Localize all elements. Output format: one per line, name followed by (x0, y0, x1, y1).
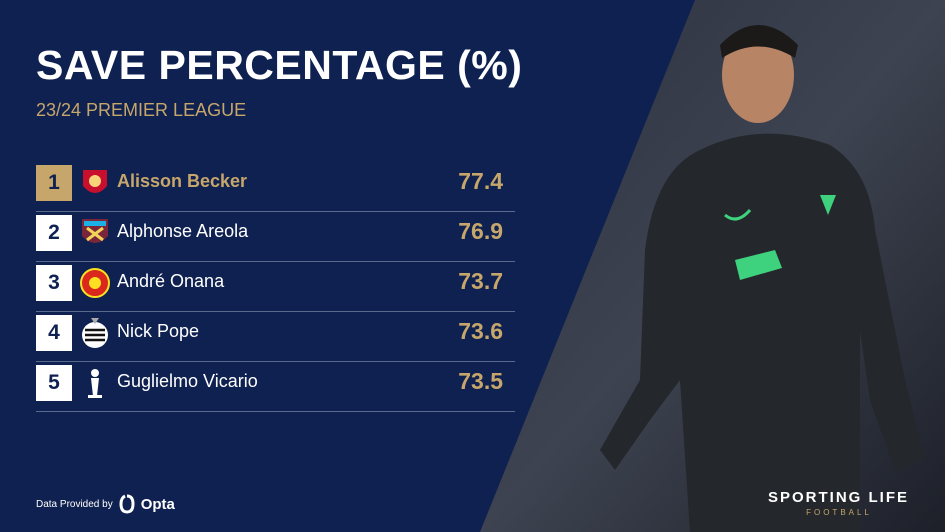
player-name: André Onana (117, 271, 225, 291)
player-name: Nick Pope (117, 321, 200, 341)
save-percentage: 73.5 (458, 368, 503, 394)
table-row: 4 Nick Pope 73.6 (36, 312, 515, 362)
provider: Opta (140, 495, 175, 513)
table-row: 3 André Onana 73.7 (36, 262, 515, 312)
data-credit: Data Provided by Opta (36, 494, 175, 514)
player-silhouette (600, 25, 925, 532)
save-percentage: 77.4 (458, 168, 503, 194)
rank: 5 (36, 365, 72, 401)
title: SAVE PERCENTAGE (%) (36, 42, 523, 88)
player-name: Alphonse Areola (117, 221, 249, 241)
opta-logo (119, 494, 135, 514)
save-percentage: 76.9 (458, 218, 503, 244)
rank: 2 (36, 215, 72, 251)
rank: 1 (36, 165, 72, 201)
club-badge (88, 369, 102, 398)
table-row: 5 Guglielmo Vicario 73.5 (36, 362, 515, 412)
rank: 3 (36, 265, 72, 301)
save-percentage: 73.7 (458, 268, 503, 294)
save-percentage: 73.6 (458, 318, 503, 344)
table-row: 2 Alphonse Areola 76.9 (36, 212, 515, 262)
table-row: 1 Alisson Becker 77.4 (36, 162, 515, 212)
brand-sub: FOOTBALL (806, 508, 872, 517)
club-badge (80, 268, 110, 298)
club-badge (82, 318, 108, 348)
rank: 4 (36, 315, 72, 351)
player-name: Guglielmo Vicario (117, 371, 258, 391)
subtitle: 23/24 PREMIER LEAGUE (36, 100, 247, 120)
credit-text: Data Provided by (36, 498, 113, 510)
club-badge (83, 170, 107, 193)
club-badge (82, 219, 108, 243)
brand: SPORTING LIFE (768, 489, 910, 506)
player-name: Alisson Becker (117, 171, 248, 191)
